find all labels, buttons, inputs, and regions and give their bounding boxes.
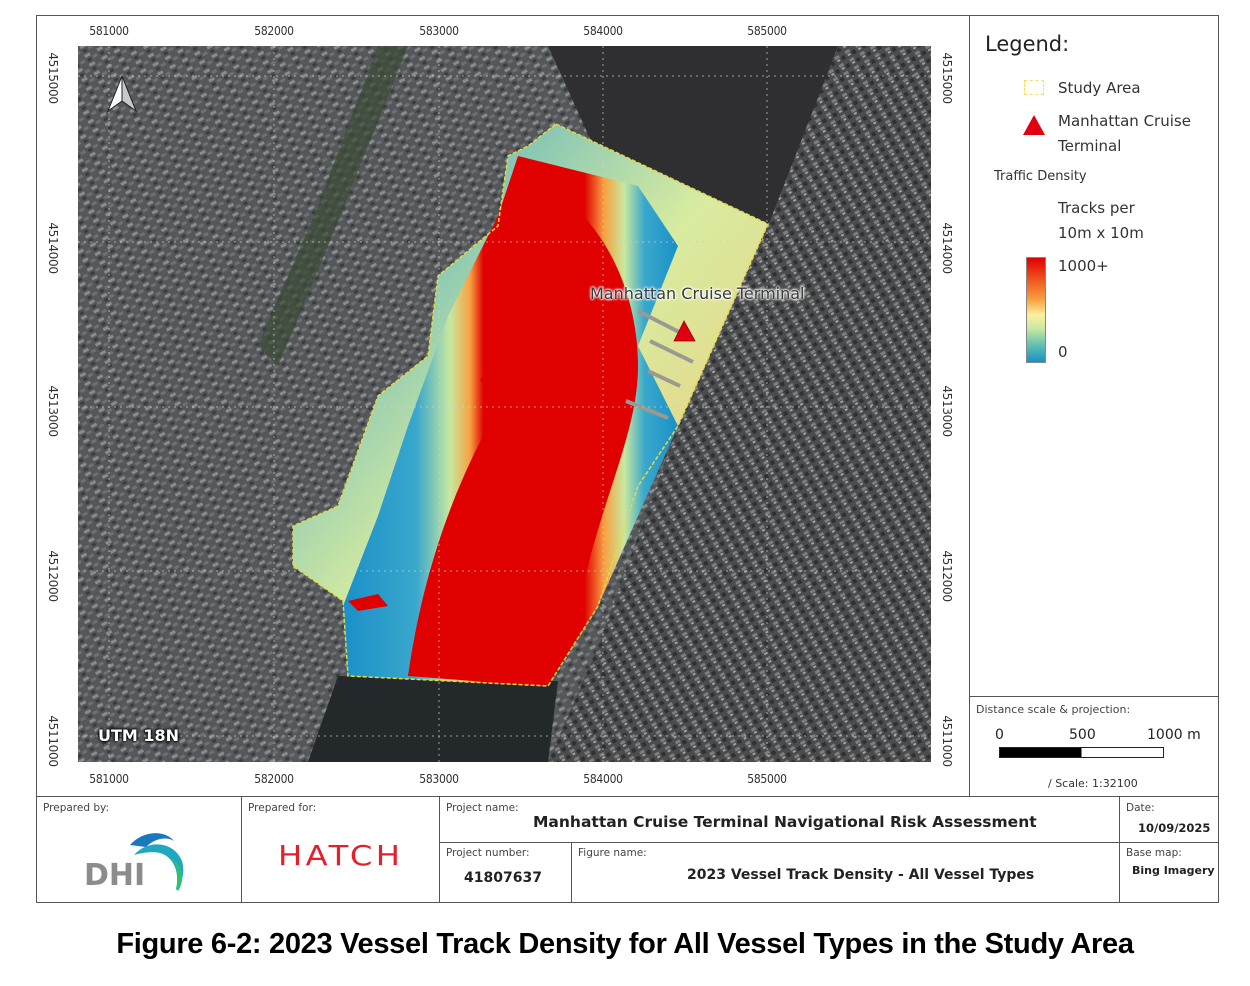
base-map-value: Bing Imagery (1132, 864, 1215, 877)
date-cell: Date: 10/09/2025 (1120, 797, 1218, 842)
svg-text:DHI: DHI (84, 858, 145, 893)
scale-bar (999, 747, 1164, 758)
figure-name: 2023 Vessel Track Density - All Vessel T… (687, 867, 1035, 883)
terminal-marker (673, 320, 696, 342)
terminal-label: Manhattan Cruise Terminal (590, 284, 805, 303)
prepared-for-label: Prepared for: (248, 802, 317, 814)
divider (440, 842, 1218, 843)
y-tick-right: 4512000 (940, 550, 954, 602)
x-tick-top: 584000 (583, 24, 623, 38)
project-name-label: Project name: (446, 802, 519, 814)
title-block: Prepared by: DHI Prepared for: HATCH Pro… (37, 796, 1218, 903)
satellite-basemap (78, 46, 931, 762)
date-label: Date: (1126, 802, 1155, 814)
density-colorbar (1026, 257, 1046, 363)
legend-terminal-line2: Terminal (1058, 137, 1122, 155)
hatch-logo: HATCH (278, 839, 404, 872)
x-tick-bottom: 584000 (583, 772, 623, 786)
y-tick-left: 4515000 (46, 52, 60, 104)
figure-caption: Figure 6-2: 2023 Vessel Track Density fo… (116, 928, 1134, 960)
north-arrow-icon (106, 75, 138, 113)
x-tick-bottom: 585000 (747, 772, 787, 786)
x-tick-bottom: 583000 (419, 772, 459, 786)
map-canvas[interactable]: UTM 18N Manhattan Cruise Terminal (78, 46, 931, 762)
legend-title: Legend: (985, 32, 1070, 56)
y-tick-right: 4513000 (940, 385, 954, 437)
dhi-logo-icon: DHI (84, 833, 184, 893)
y-tick-left: 4513000 (46, 385, 60, 437)
y-tick-right: 4511000 (940, 715, 954, 767)
legend-panel: Legend: Study Area Manhattan Cruise Term… (970, 16, 1218, 696)
scale-label-0: 0 (995, 727, 1004, 743)
project-name-cell: Project name: Manhattan Cruise Terminal … (440, 797, 1120, 842)
x-tick-top: 581000 (89, 24, 129, 38)
x-tick-top: 585000 (747, 24, 787, 38)
x-tick-bottom: 581000 (89, 772, 129, 786)
project-number-cell: Project number: 41807637 (440, 842, 572, 903)
y-tick-left: 4512000 (46, 550, 60, 602)
scale-panel: Distance scale & projection: 0 500 1000 … (970, 696, 1218, 796)
study-area-swatch-icon (1024, 80, 1044, 95)
colorbar-max: 1000+ (1058, 257, 1109, 275)
density-units-line2: 10m x 10m (1058, 224, 1144, 242)
terminal-triangle-icon (1023, 115, 1045, 135)
date-value: 10/09/2025 (1138, 821, 1211, 835)
legend-terminal-line1: Manhattan Cruise (1058, 112, 1191, 130)
map-frame: 581000 582000 583000 584000 585000 58100… (36, 15, 1219, 903)
base-map-label: Base map: (1126, 847, 1182, 859)
x-tick-top: 582000 (254, 24, 294, 38)
density-units-line1: Tracks per (1058, 199, 1135, 217)
project-name: Manhattan Cruise Terminal Navigational R… (533, 813, 1037, 831)
y-tick-left: 4511000 (46, 715, 60, 767)
legend-study-area: Study Area (1058, 79, 1141, 97)
base-map-cell: Base map: Bing Imagery (1120, 842, 1218, 903)
project-number: 41807637 (464, 870, 542, 886)
y-tick-left: 4514000 (46, 222, 60, 274)
x-tick-top: 583000 (419, 24, 459, 38)
scale-label-1000: 1000 m (1147, 727, 1201, 743)
colorbar-min: 0 (1058, 343, 1068, 361)
y-tick-right: 4514000 (940, 222, 954, 274)
prepared-for-cell: Prepared for: HATCH (242, 797, 440, 903)
map-panel: 581000 582000 583000 584000 585000 58100… (37, 16, 970, 796)
density-heading: Traffic Density (994, 169, 1087, 184)
prepared-by-label: Prepared by: (43, 802, 109, 814)
y-tick-right: 4515000 (940, 52, 954, 104)
figure-name-label: Figure name: (578, 847, 647, 859)
scale-title: Distance scale & projection: (976, 703, 1131, 716)
scale-label-500: 500 (1069, 727, 1096, 743)
figure-name-cell: Figure name: 2023 Vessel Track Density -… (572, 842, 1120, 903)
prepared-by-cell: Prepared by: DHI (37, 797, 242, 903)
x-tick-bottom: 582000 (254, 772, 294, 786)
projection-label: UTM 18N (98, 726, 180, 745)
scale-ratio: / Scale: 1:32100 (1048, 777, 1138, 790)
project-number-label: Project number: (446, 847, 530, 859)
